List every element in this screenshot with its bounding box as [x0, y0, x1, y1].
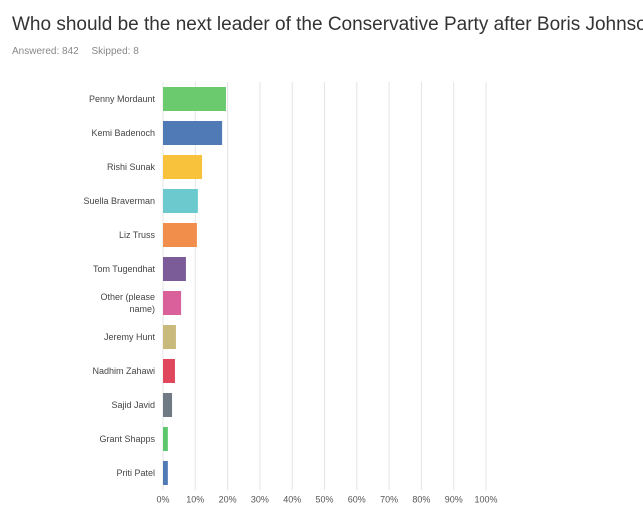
x-tick-label: 60% [348, 494, 366, 504]
x-tick-label: 30% [251, 494, 269, 504]
bar [163, 155, 203, 179]
bar [163, 257, 186, 281]
x-tick-label: 40% [283, 494, 301, 504]
bar [163, 223, 197, 247]
category-label: Other (please name) [100, 292, 155, 314]
category-label: Kemi Badenoch [91, 128, 155, 138]
category-label: Jeremy Hunt [103, 332, 155, 342]
bar [163, 87, 226, 111]
category-label: Tom Tugendhat [92, 264, 155, 274]
chart-title: Who should be the next leader of the Con… [12, 14, 643, 35]
category-label: Priti Patel [116, 468, 155, 478]
bar [163, 325, 176, 349]
bar [163, 427, 168, 451]
x-tick-label: 100% [474, 494, 497, 504]
category-label: Sajid Javid [111, 400, 155, 410]
category-label: Rishi Sunak [106, 162, 155, 172]
category-label: Liz Truss [118, 230, 155, 240]
category-label: Penny Mordaunt [88, 94, 155, 104]
bar [163, 393, 173, 417]
response-counts: Answered: 842 Skipped: 8 [12, 46, 149, 57]
bar [163, 291, 182, 315]
x-tick-label: 80% [412, 494, 430, 504]
x-tick-label: 0% [156, 494, 169, 504]
x-tick-label: 50% [315, 494, 333, 504]
bar [163, 359, 175, 383]
bar [163, 189, 198, 213]
answered: Answered: 842 [12, 46, 79, 57]
x-tick-label: 90% [445, 494, 463, 504]
category-label: Grant Shapps [99, 434, 155, 444]
bar [163, 461, 168, 485]
skipped: Skipped: 8 [91, 46, 139, 57]
bar [163, 121, 223, 145]
x-tick-label: 20% [219, 494, 237, 504]
category-label: Suella Braverman [83, 196, 155, 206]
category-label: Nadhim Zahawi [92, 366, 155, 376]
x-tick-label: 70% [380, 494, 398, 504]
x-tick-label: 10% [186, 494, 204, 504]
